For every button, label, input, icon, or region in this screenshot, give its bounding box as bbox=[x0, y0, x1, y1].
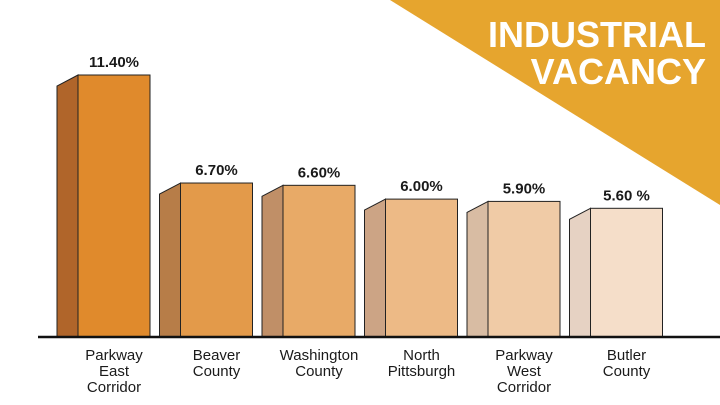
bar-2 bbox=[282, 184, 356, 338]
value-label-0: 11.40% bbox=[89, 54, 139, 71]
category-label-5-line-1: County bbox=[603, 363, 651, 380]
bar-side-5 bbox=[569, 207, 591, 338]
value-label-3: 6.00% bbox=[400, 178, 443, 195]
category-label-2-line-1: County bbox=[295, 363, 343, 380]
bar-side-3 bbox=[364, 198, 386, 338]
bar-side-2 bbox=[261, 184, 284, 338]
value-label-5: 5.60 % bbox=[603, 187, 650, 204]
category-label-1: Beaver County bbox=[193, 347, 241, 380]
category-label-5-line-0: Butler bbox=[607, 347, 646, 364]
bar-1 bbox=[180, 182, 253, 338]
bar-side-0 bbox=[56, 74, 79, 338]
banner-title-line-2: VACANCY bbox=[531, 51, 706, 92]
bar-side-1 bbox=[159, 182, 181, 338]
category-label-2: Washington County bbox=[280, 347, 359, 380]
category-label-4-line-1: West bbox=[507, 363, 542, 380]
bar-0 bbox=[77, 74, 151, 338]
category-label-1-line-0: Beaver bbox=[193, 347, 241, 364]
category-label-2-line-0: Washington bbox=[280, 347, 359, 364]
bar-4 bbox=[487, 200, 561, 338]
value-label-2: 6.60% bbox=[298, 164, 341, 181]
value-label-4: 5.90% bbox=[503, 180, 546, 197]
category-label-4: Parkway West Corridor bbox=[495, 347, 553, 396]
category-label-4-line-2: Corridor bbox=[497, 379, 551, 396]
category-label-5: Butler County bbox=[603, 347, 651, 380]
category-label-3-line-0: North bbox=[403, 347, 440, 364]
category-label-1-line-1: County bbox=[193, 363, 241, 380]
bar-side-4 bbox=[466, 200, 489, 338]
category-label-0-line-0: Parkway bbox=[85, 347, 143, 364]
category-label-3: North Pittsburgh bbox=[388, 347, 456, 380]
bar-3 bbox=[385, 198, 458, 338]
category-label-0-line-1: East bbox=[99, 363, 130, 380]
category-label-0: Parkway East Corridor bbox=[85, 347, 143, 396]
bar-5 bbox=[590, 207, 663, 338]
category-label-4-line-0: Parkway bbox=[495, 347, 553, 364]
title-banner: INDUSTRIAL VACANCY bbox=[390, 0, 720, 205]
banner-title-line-1: INDUSTRIAL bbox=[488, 14, 706, 55]
category-label-0-line-2: Corridor bbox=[87, 379, 141, 396]
bars-layer: 11.40% 6.70% 6.60% 6.00% 5.90% 5.60 % bbox=[56, 54, 663, 338]
category-label-3-line-1: Pittsburgh bbox=[388, 363, 456, 380]
banner-triangle bbox=[390, 0, 720, 205]
value-label-1: 6.70% bbox=[195, 162, 238, 179]
